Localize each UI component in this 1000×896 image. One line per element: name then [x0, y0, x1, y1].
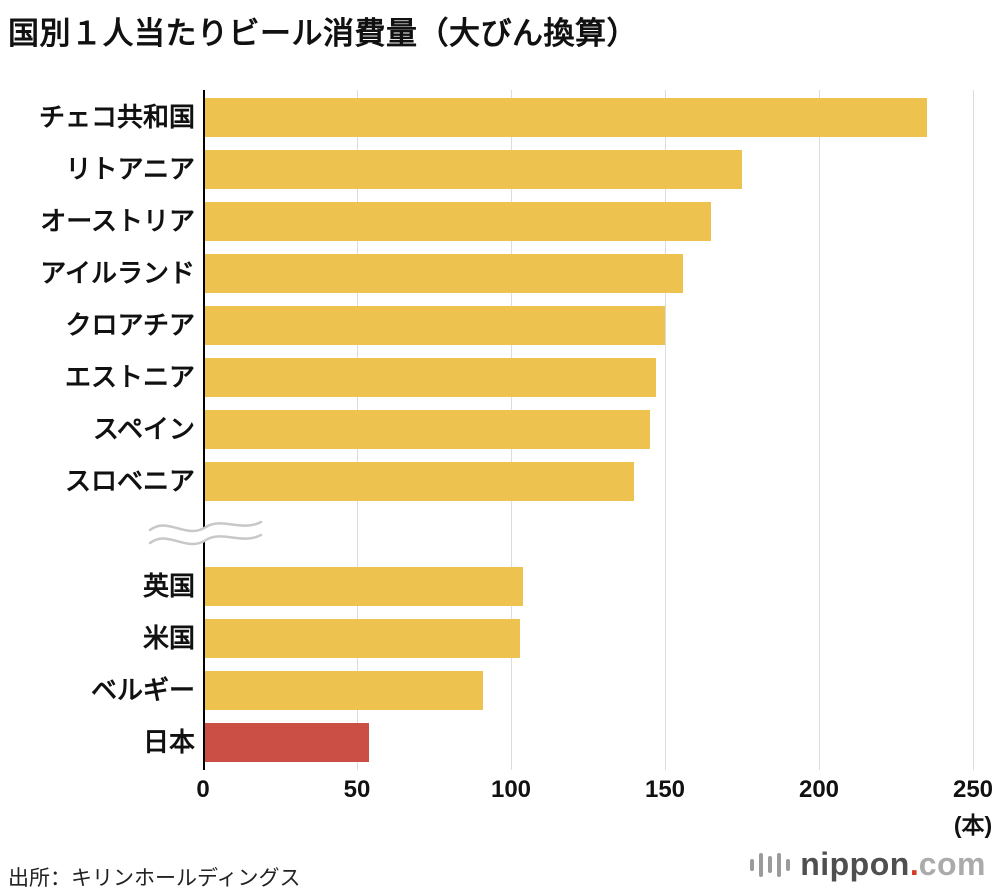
gridline [818, 90, 820, 770]
chart-title: 国別１人当たりビール消費量（大びん換算） [8, 16, 638, 51]
bar [205, 462, 635, 501]
category-label: リトアニア [65, 154, 195, 184]
x-tick-label: 250 [952, 776, 994, 803]
x-tick-label: 50 [343, 776, 371, 803]
bar [205, 567, 524, 606]
bar [205, 150, 742, 189]
x-axis: 0 50 100 150 200 250 [0, 776, 1000, 806]
category-label: 英国 [142, 571, 195, 601]
bar [205, 410, 650, 449]
nippon-logo-icon [747, 852, 792, 877]
bar [205, 358, 656, 397]
nippon-logo: nippon. com [747, 846, 986, 883]
axis-unit-label: (本) [953, 812, 993, 838]
category-label: チェコ共和国 [38, 102, 195, 132]
category-label: ベルギー [90, 675, 195, 705]
x-tick-label: 150 [644, 776, 686, 803]
gridline [664, 90, 666, 770]
bar [205, 254, 684, 293]
category-label: スペイン [92, 414, 195, 444]
y-axis-line [203, 90, 205, 770]
category-label: 米国 [142, 623, 195, 653]
category-label: オーストリア [40, 206, 195, 236]
category-label: スロベニア [64, 466, 195, 496]
x-tick-label: 200 [798, 776, 840, 803]
bar [205, 723, 370, 762]
gridline [972, 90, 974, 770]
category-label: エストニア [64, 362, 195, 392]
category-label: クロアチア [65, 310, 195, 340]
x-tick-label: 0 [196, 776, 210, 803]
category-label: 日本 [142, 727, 195, 757]
bar [205, 202, 712, 241]
source-note: 出所：キリンホールディングス [8, 867, 301, 890]
x-tick-label: 100 [490, 776, 532, 803]
axis-break-icon [148, 520, 263, 546]
bar [205, 671, 484, 710]
bar [205, 98, 927, 137]
bar [205, 619, 521, 658]
bar [205, 306, 665, 345]
logo-text-nippon: nippon [800, 846, 910, 882]
logo-dot: . [909, 846, 919, 882]
plot-area: チェコ共和国リトアニアオーストリア アイルランドクロアチアエストニアスペインスロベ… [0, 90, 1000, 770]
logo-text-com: com [918, 846, 986, 882]
category-label: アイルランド [40, 258, 195, 288]
